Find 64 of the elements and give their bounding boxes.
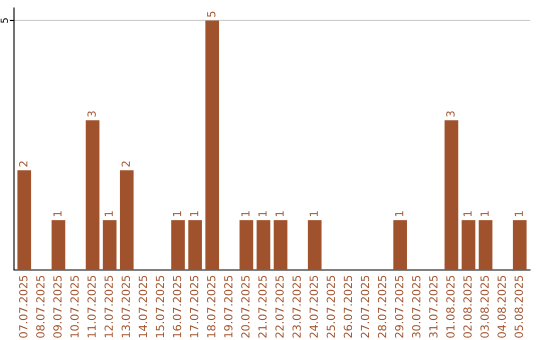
data-label: 1 [310, 211, 318, 216]
x-tick-label: 15.07.2025 [156, 276, 164, 338]
data-label: 5 [207, 12, 216, 17]
bar [171, 220, 185, 270]
data-label: 1 [53, 211, 62, 216]
x-tick-label: 09.07.2025 [53, 276, 62, 338]
x-tick-label: 08.07.2025 [36, 276, 45, 338]
data-label: 2 [19, 161, 28, 167]
x-tick-label: 30.07.2025 [412, 276, 420, 338]
x-tick-label: 26.07.2025 [344, 276, 352, 338]
x-tick-label: 18.07.2025 [207, 276, 216, 338]
data-label: 1 [276, 211, 284, 216]
x-tick-label: 01.08.2025 [446, 276, 455, 338]
bar [17, 170, 32, 270]
bar [308, 220, 322, 270]
data-label: 2 [122, 161, 130, 167]
x-tick-label: 03.08.2025 [480, 276, 489, 338]
bar [86, 120, 100, 270]
x-tick-label: 20.07.2025 [241, 276, 250, 338]
x-tick-label: 12.07.2025 [104, 276, 113, 338]
x-tick-label: 19.07.2025 [224, 276, 233, 338]
x-tick-label: 02.08.2025 [463, 276, 472, 338]
x-tick-label: 11.07.2025 [87, 276, 96, 338]
bar [120, 170, 134, 270]
bar [512, 220, 527, 270]
bar [188, 220, 202, 270]
data-label: 1 [258, 211, 267, 216]
data-label: 1 [172, 211, 182, 216]
x-tick-label: 07.07.2025 [19, 276, 28, 338]
bar [462, 220, 476, 270]
bar [102, 220, 117, 270]
x-tick-label: 27.07.2025 [360, 276, 370, 338]
bar [240, 220, 254, 270]
x-tick-label: 23.07.2025 [292, 276, 301, 338]
x-tick-label: 21.07.2025 [258, 276, 267, 338]
bar [393, 220, 407, 270]
x-tick-label: 05.08.2025 [514, 276, 523, 338]
x-tick-label: 28.07.2025 [378, 276, 386, 338]
x-tick-label: 16.07.2025 [172, 276, 182, 338]
x-tick-label: 25.07.2025 [326, 276, 336, 338]
data-label: 1 [463, 211, 472, 216]
bar [205, 20, 220, 270]
x-tick-label: 04.08.2025 [497, 276, 506, 338]
data-label: 1 [241, 211, 250, 216]
x-tick-label: 29.07.2025 [394, 276, 404, 338]
x-tick-label: 31.07.2025 [429, 276, 438, 338]
data-label: 1 [480, 211, 489, 216]
bar [52, 220, 66, 270]
bar [256, 220, 270, 270]
data-label: 1 [514, 211, 523, 216]
x-tick-label: 10.07.2025 [70, 276, 79, 338]
data-label: 1 [104, 211, 113, 216]
x-tick-label: 17.07.2025 [190, 276, 198, 338]
bar [478, 220, 492, 270]
data-label: 3 [87, 111, 96, 117]
x-tick-label: 14.07.2025 [138, 276, 148, 338]
bar [444, 120, 458, 270]
x-tick-label: 22.07.2025 [275, 276, 284, 338]
data-label: 1 [190, 211, 198, 216]
bar [274, 220, 288, 270]
x-tick-label: 13.07.2025 [122, 276, 130, 338]
x-tick-label: 24.07.2025 [310, 276, 318, 338]
data-label: 1 [395, 211, 404, 216]
data-label: 3 [446, 111, 455, 117]
